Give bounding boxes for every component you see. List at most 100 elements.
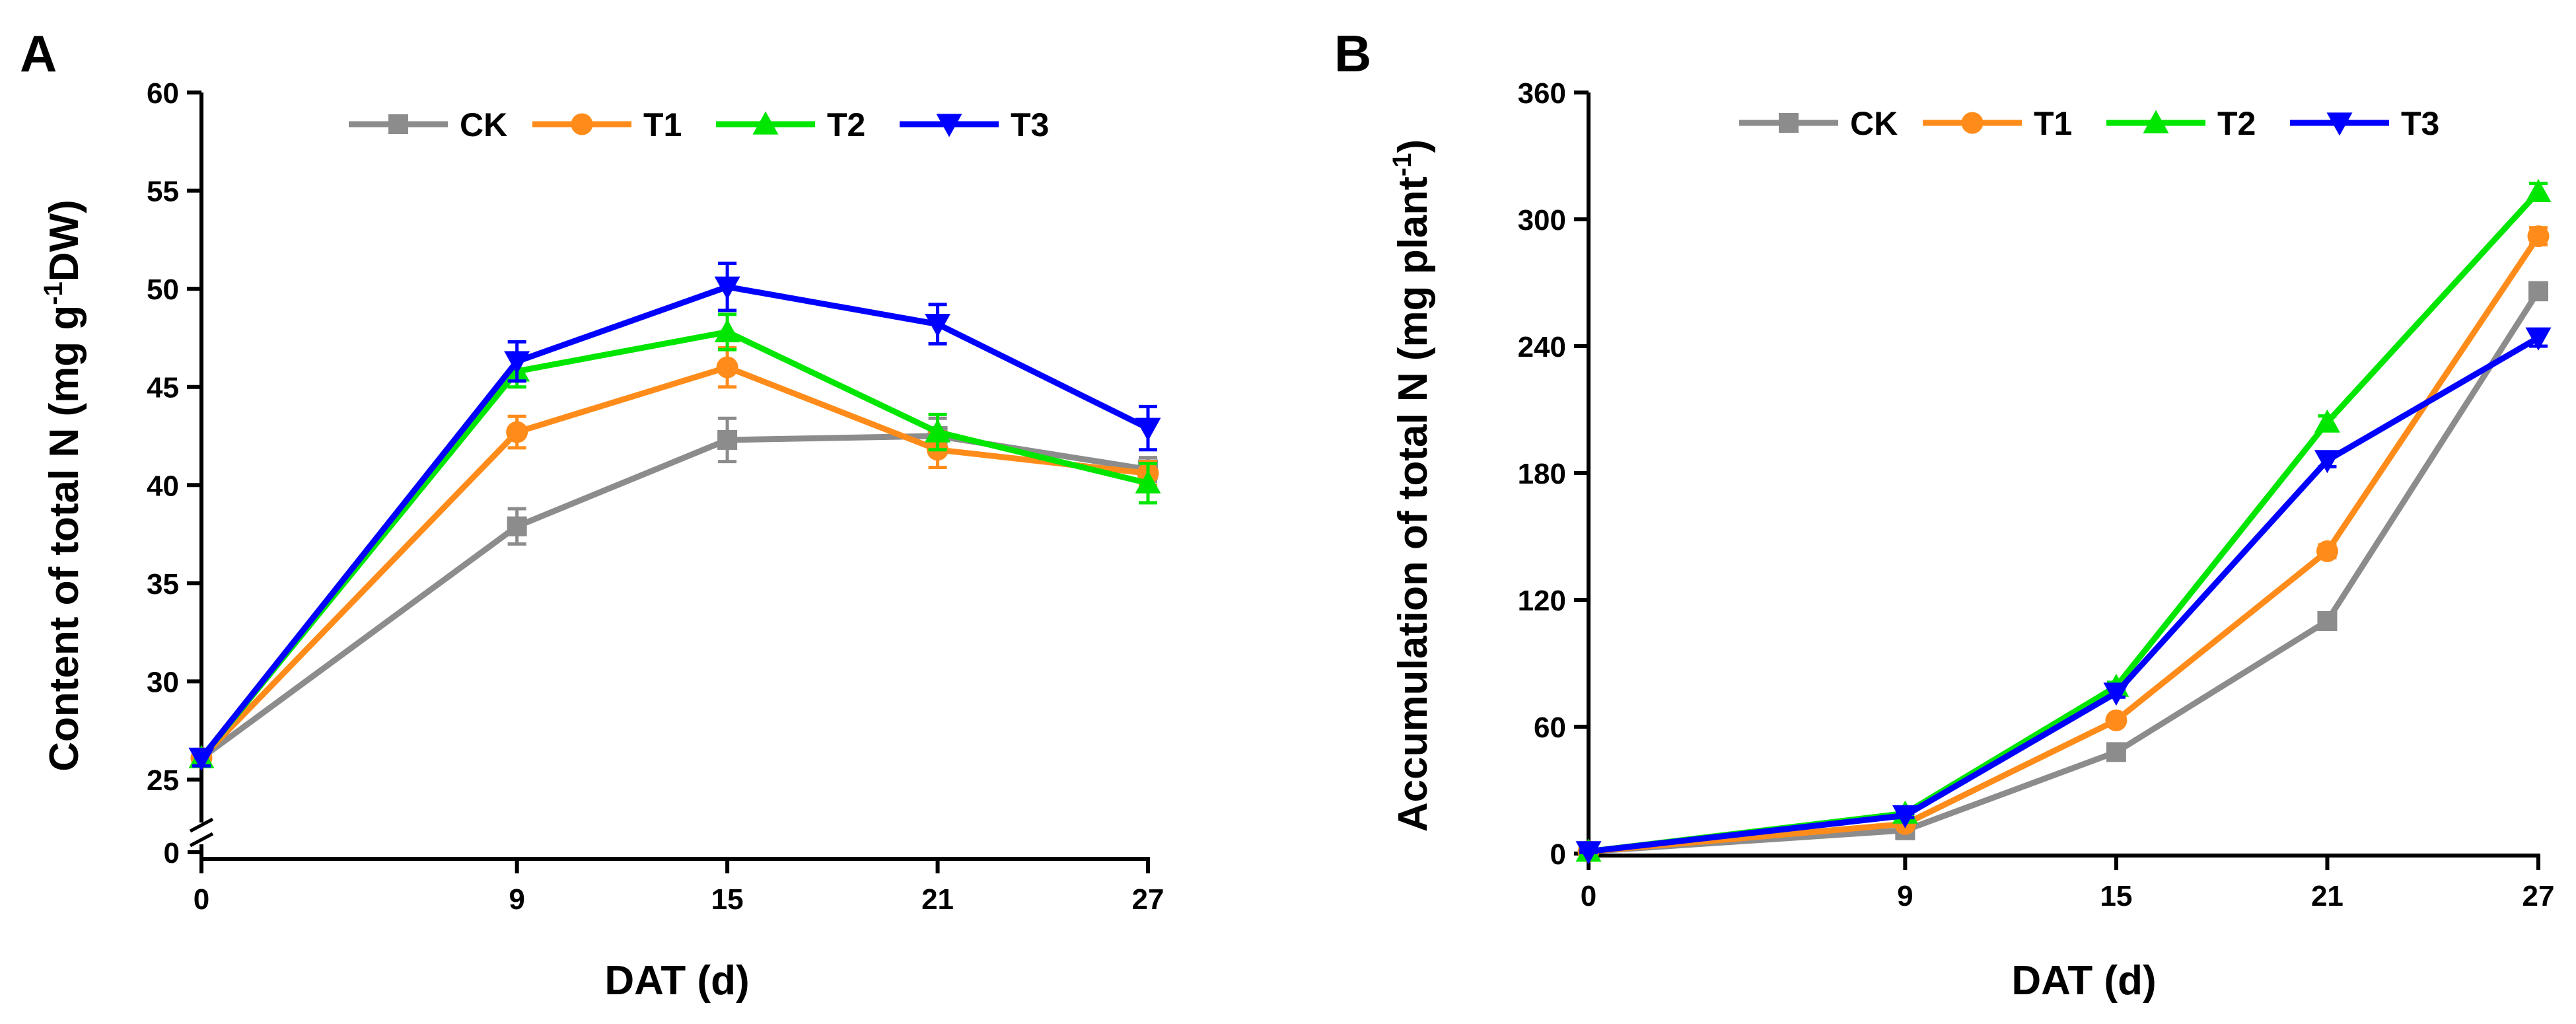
- chart-b-ytick-label: 60: [1534, 712, 1566, 744]
- chart-b-ytick-label: 240: [1518, 331, 1566, 363]
- chart-b-plot: 0 60 120 180 240 300 360 0 9 15 21 27: [1518, 77, 2555, 912]
- chart-a-ytick-label: 60: [147, 77, 179, 110]
- chart-a-xtick-label: 21: [921, 883, 954, 916]
- chart-a-legend-label: CK: [460, 106, 507, 143]
- chart-b-ytick-label: 180: [1518, 458, 1566, 490]
- chart-a-legend-label: T2: [827, 106, 865, 143]
- chart-a-xlabel: DAT (d): [604, 958, 749, 1004]
- chart-a-xtick-label: 0: [194, 883, 209, 916]
- chart-b-data-point: [2316, 540, 2338, 562]
- chart-b-legend-label: CK: [1850, 105, 1898, 142]
- chart-b-series-t2: [1575, 178, 2552, 862]
- chart-b-ylabel-unit: ): [1390, 139, 1436, 153]
- chart-b-legend-label: T3: [2401, 105, 2439, 142]
- chart-a-data-point: [925, 314, 951, 338]
- chart-a-data-point: [714, 276, 740, 300]
- chart-b-xtick-label: 9: [1897, 880, 1913, 912]
- chart-a-ylabel-sup: -1: [39, 281, 68, 305]
- chart-b-legend: CK T1 T2 T3: [1739, 105, 2439, 142]
- chart-b-data-point: [2314, 409, 2340, 433]
- chart-a-series-line-ck: [199, 433, 1149, 760]
- chart-a-data-point: [1135, 418, 1161, 441]
- chart-a-ytick-label: 45: [147, 372, 179, 404]
- chart-b-ylabel-main: Accumulation of total N (mg plant: [1390, 176, 1436, 832]
- chart-b-legend-marker: [1779, 113, 1799, 133]
- chart-b-xtick-label: 27: [2522, 880, 2555, 912]
- chart-b-data-point: [2525, 178, 2552, 202]
- chart-a-legend-label: T3: [1011, 106, 1049, 143]
- chart-a-xtick-label: 15: [711, 883, 744, 916]
- chart-a-series-t1: [190, 346, 1159, 769]
- chart-a-ylabel-unit: DW): [42, 200, 87, 281]
- chart-a-ytick-label: 55: [147, 176, 179, 208]
- chart-a-legend-marker: [388, 114, 408, 134]
- chart-b-data-point: [2314, 450, 2340, 474]
- chart-b-data-point: [2317, 611, 2338, 631]
- chart-b-series-line-t1: [1588, 235, 2541, 855]
- chart-b-ytick-label: 300: [1518, 204, 1566, 237]
- chart-a-data-point: [506, 421, 528, 443]
- chart-b-ylabel-sup: -1: [1388, 153, 1417, 177]
- chart-b-data-point: [2106, 742, 2126, 762]
- chart-a-data-point: [925, 419, 951, 443]
- chart-b-ylabel: Accumulation of total N (mg plant-1): [1388, 139, 1436, 832]
- chart-a-ytick-label: 25: [147, 764, 179, 797]
- chart-a-data-point: [507, 516, 527, 536]
- chart-a-legend-item-t1: T1: [532, 106, 682, 143]
- chart-a-ytick-label: 50: [147, 274, 179, 306]
- chart-a-axis-break: 0: [164, 772, 214, 869]
- chart-b-data-point: [2525, 327, 2552, 351]
- panel-letter-b: B: [1334, 24, 1371, 83]
- chart-b-series-t1: [1577, 225, 2550, 863]
- chart-b-series-line-t2: [1588, 190, 2541, 855]
- chart-b-data-point: [2528, 281, 2548, 301]
- chart-b-legend-label: T1: [2034, 105, 2072, 142]
- chart-b-xtick-label: 21: [2311, 880, 2343, 912]
- chart-a-data-point: [714, 319, 740, 343]
- chart-b-legend-item-t1: T1: [1923, 105, 2072, 142]
- chart-b-xtick-label: 0: [1581, 880, 1596, 912]
- chart-a-data-point: [716, 356, 738, 379]
- chart-b-xtick-label: 15: [2100, 880, 2132, 912]
- chart-b-legend-marker: [2326, 112, 2353, 136]
- chart-a-series-line-t1: [199, 364, 1149, 760]
- chart-b-data-point: [2527, 225, 2550, 248]
- chart-a-series-t3: [188, 262, 1161, 771]
- chart-b-series-ck: [1579, 281, 2548, 861]
- chart-b-data-point: [2103, 682, 2129, 706]
- chart-a-ytick-label: 40: [147, 470, 179, 502]
- chart-a-legend-marker: [752, 111, 779, 135]
- chart-a-ytick-zero: 0: [164, 837, 180, 869]
- chart-b-series-line-ck: [1588, 289, 2541, 855]
- chart-a-plot: 25 30 35 40 45 50 55 60 0 9 15 21 27: [147, 77, 1164, 916]
- chart-a-ytick-label: 35: [147, 568, 179, 601]
- chart-a-ytick-label: 30: [147, 666, 179, 698]
- chart-a-xtick-label: 9: [509, 883, 524, 916]
- chart-a-legend: CK T1 T2 T3: [349, 106, 1049, 143]
- chart-a-data-point: [188, 747, 215, 771]
- chart-b-legend-label: T2: [2217, 105, 2256, 142]
- chart-b-legend-item-t3: T3: [2290, 105, 2439, 142]
- chart-b-ytick-label: 120: [1518, 585, 1566, 617]
- chart-b-legend-marker: [1961, 112, 1984, 134]
- chart-a-legend-marker: [571, 113, 593, 135]
- chart-a-ylabel: Content of total N (mg g-1DW): [39, 200, 87, 772]
- chart-b-legend-item-ck: CK: [1739, 105, 1898, 142]
- panel-a: A 25 30 35 40 45 50 55 60 0 9 15 21 27 0 DAT (d) Con…: [20, 24, 1164, 1004]
- chart-a-legend-label: T1: [643, 106, 682, 143]
- chart-b-legend-item-t2: T2: [2106, 105, 2256, 142]
- chart-a-xtick-label: 27: [1132, 883, 1164, 916]
- chart-b-legend-marker: [2143, 110, 2169, 133]
- chart-a-legend-item-t3: T3: [900, 106, 1049, 143]
- chart-a-legend-marker: [936, 114, 962, 137]
- chart-a-series-line-t2: [199, 329, 1149, 760]
- chart-a-data-point: [504, 351, 530, 375]
- chart-a-data-point: [1135, 470, 1161, 494]
- chart-b-series-t3: [1575, 327, 2552, 865]
- chart-b-data-point: [1892, 805, 1918, 828]
- chart-a-legend-item-ck: CK: [349, 106, 507, 143]
- chart-a-data-point: [717, 429, 738, 450]
- chart-a-legend-item-t2: T2: [716, 106, 865, 143]
- chart-b-data-point: [2105, 709, 2128, 731]
